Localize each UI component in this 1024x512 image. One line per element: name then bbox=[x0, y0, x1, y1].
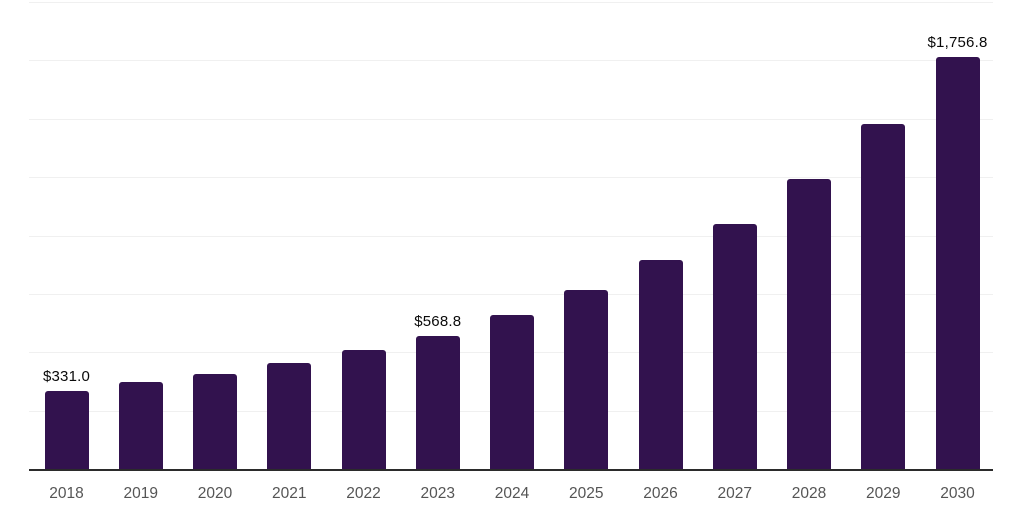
bar-2023 bbox=[415, 336, 460, 469]
bar-2028 bbox=[787, 179, 831, 469]
x-tick-2028: 2028 bbox=[791, 485, 827, 502]
bar-2026 bbox=[638, 260, 683, 469]
x-tick-2021: 2021 bbox=[272, 485, 307, 502]
x-tick-2018: 2018 bbox=[49, 485, 84, 502]
x-tick-2026: 2026 bbox=[643, 485, 678, 502]
bar-2022 bbox=[341, 350, 386, 469]
x-tick-2019: 2019 bbox=[123, 485, 158, 502]
bar-2025 bbox=[564, 290, 609, 469]
bar-2019 bbox=[118, 382, 163, 469]
x-tick-2029: 2029 bbox=[866, 485, 901, 502]
bar-2018 bbox=[44, 391, 89, 469]
bar-2020 bbox=[193, 374, 237, 469]
gridline bbox=[29, 2, 993, 3]
bar-2030 bbox=[935, 57, 980, 469]
bar-value-label-2023: $568.8 bbox=[414, 313, 462, 330]
gridline bbox=[29, 60, 993, 62]
x-tick-2024: 2024 bbox=[494, 485, 530, 502]
bar-2024 bbox=[490, 315, 534, 469]
bar-2027 bbox=[712, 224, 757, 469]
bar-value-label-2018: $331.0 bbox=[42, 368, 91, 385]
plot-area: $331.0 $568.8 $1,756.8 bbox=[29, 2, 993, 469]
x-axis-line bbox=[29, 469, 993, 471]
x-tick-2027: 2027 bbox=[717, 485, 752, 502]
x-tick-2022: 2022 bbox=[346, 485, 381, 502]
x-tick-2023: 2023 bbox=[420, 485, 455, 502]
x-tick-2025: 2025 bbox=[569, 485, 604, 502]
gridline bbox=[29, 235, 993, 237]
bar-2021 bbox=[267, 363, 312, 469]
x-tick-2030: 2030 bbox=[940, 485, 975, 502]
bar-2029 bbox=[861, 124, 906, 469]
gridline bbox=[29, 293, 993, 295]
gridline bbox=[29, 177, 993, 179]
x-tick-2020: 2020 bbox=[197, 485, 233, 502]
gridline bbox=[29, 118, 993, 120]
bar-value-label-2030: $1,756.8 bbox=[927, 34, 988, 51]
